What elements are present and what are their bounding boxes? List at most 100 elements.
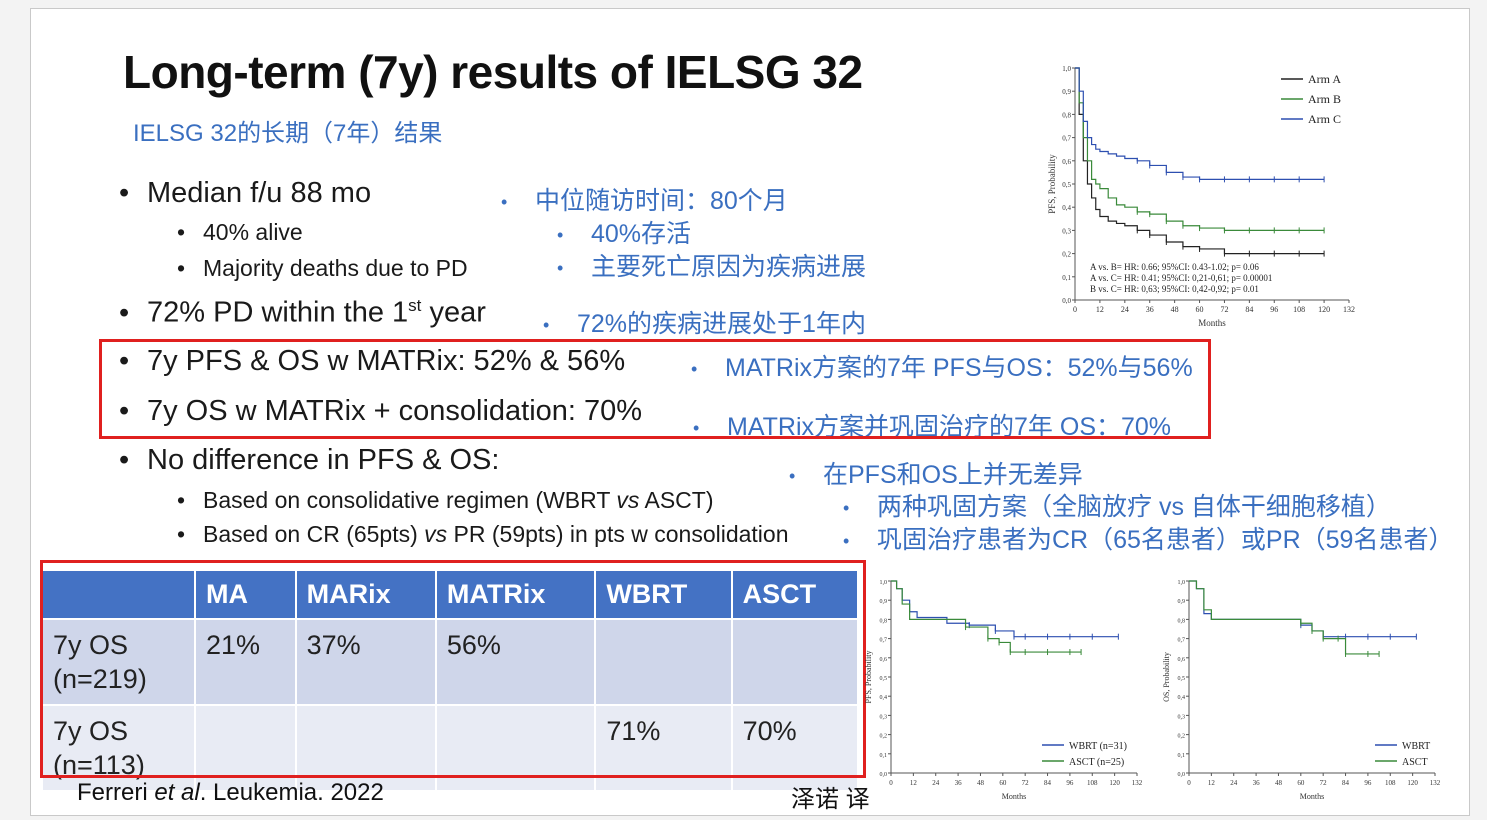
x-tick-label: 36: [1146, 305, 1154, 314]
x-tick-label: 84: [1342, 779, 1350, 787]
y-tick-label: 0,5: [1062, 181, 1071, 189]
table-header-cell: WBRT: [595, 571, 733, 619]
x-axis-label: Months: [1300, 792, 1324, 801]
y-tick-label: 0,4: [880, 695, 888, 701]
x-tick-label: 12: [1096, 305, 1104, 314]
series-line: [1189, 580, 1380, 655]
y-tick-label: 0,4: [1178, 695, 1186, 701]
x-axis-label: Months: [1002, 792, 1026, 801]
table-header-row: MA MARix MATRix WBRT ASCT: [43, 571, 860, 619]
series-line: [891, 580, 1119, 638]
y-tick-label: 1,0: [1062, 65, 1071, 73]
highlight-box-table: [40, 560, 866, 778]
x-tick-label: 132: [1343, 305, 1355, 314]
y-tick-label: 0,0: [880, 772, 888, 778]
y-axis-label: PFS, Probability: [1047, 154, 1057, 214]
y-axis-label: PFS, Probability: [864, 651, 873, 704]
cn-bullet-deaths: • 主要死亡原因为疾病进展: [557, 253, 867, 281]
slide-title: Long-term (7y) results of IELSG 32: [123, 46, 863, 98]
y-axis-label: OS, Probability: [1162, 652, 1171, 702]
series-line: [1075, 67, 1325, 231]
cn-bullet-alive: • 40%存活: [557, 220, 692, 248]
annotation: A vs. C= HR: 0.41; 95%CI: 0,21-0,61; p= …: [1090, 273, 1272, 283]
km-chart-arms: 0 12 24 36 48 60 72 84 96 108 120 132 0,0 0,1 0,2 0,3 0,…: [1047, 65, 1355, 328]
x-tick-label: 120: [1407, 779, 1418, 787]
y-tick-label: 0,6: [880, 657, 888, 663]
x-tick-label: 60: [1297, 779, 1305, 787]
y-tick-label: 0,9: [880, 599, 888, 605]
table-header-cell: MARix: [295, 571, 437, 619]
y-tick-label: 0,5: [880, 676, 888, 682]
x-axis-label: Months: [1198, 318, 1226, 328]
slide: Long-term (7y) results of IELSG 32 IELSG…: [30, 8, 1470, 816]
y-tick-label: 0,3: [1062, 227, 1071, 235]
y-tick-label: 0,2: [1178, 734, 1186, 740]
y-tick-label: 0,2: [880, 734, 888, 740]
table-cell: 37%: [295, 618, 437, 705]
table-cell: 7y OS (n=219): [43, 618, 196, 705]
y-tick-label: 0,7: [880, 638, 888, 644]
legend-label: WBRT: [1402, 741, 1430, 752]
annotation: B vs. C= HR: 0,63; 95%CI: 0,42-0,92; p= …: [1090, 284, 1259, 294]
bullet-consolidative-regimen: • Based on consolidative regimen (WBRT vs…: [177, 487, 714, 513]
citation: Ferreri et al. Leukemia. 2022: [77, 779, 384, 806]
legend-label: Arm C: [1308, 112, 1341, 126]
x-tick-label: 24: [932, 779, 940, 787]
y-tick-label: 0,3: [1178, 714, 1186, 720]
x-tick-label: 84: [1044, 779, 1052, 787]
y-tick-label: 0,7: [1178, 638, 1186, 644]
y-tick-label: 0,5: [1178, 676, 1186, 682]
table-header-cell: [43, 571, 196, 619]
x-tick-label: 120: [1109, 779, 1120, 787]
x-tick-label: 60: [999, 779, 1007, 787]
cn-bullet-regimen: • 两种巩固方案（全脑放疗 vs 自体干细胞移植）: [843, 493, 1391, 521]
series-line: [1075, 67, 1325, 180]
y-tick-label: 0,8: [1178, 618, 1186, 624]
y-tick-label: 0,1: [1062, 274, 1071, 282]
y-tick-label: 0,6: [1062, 158, 1071, 166]
y-tick-label: 0,4: [1062, 204, 1071, 212]
series-line: [1189, 580, 1417, 638]
cn-bullet-followup: • 中位随访时间：80个月: [501, 187, 788, 215]
x-tick-label: 0: [889, 779, 893, 787]
km-chart-pfs-regimen: 0 12 24 36 48 60 72 84 96 108 120 132 0,0 0,1 0,2 0,3 0,…: [864, 580, 1143, 801]
y-tick-label: 0,3: [880, 714, 888, 720]
y-tick-label: 0,9: [1062, 88, 1071, 96]
bullet-cr-vs-pr: • Based on CR (65pts) vs PR (59pts) in pt…: [177, 521, 789, 547]
cn-bullet-pfs-os: • MATRix方案的7年 PFS与OS：52%与56%: [691, 354, 1193, 382]
legend-label: ASCT (n=25): [1069, 757, 1124, 768]
table-header-cell: MA: [194, 571, 297, 619]
y-tick-label: 0,0: [1062, 297, 1071, 305]
table-cell: 21%: [194, 618, 297, 705]
cn-bullet-pd-first-year: • 72%的疾病进展处于1年内: [543, 310, 866, 338]
x-tick-label: 84: [1245, 305, 1253, 314]
table-cell: [595, 618, 733, 705]
x-tick-label: 96: [1364, 779, 1372, 787]
table-header-cell: MATRix: [435, 571, 597, 619]
bullet-no-difference: • No difference in PFS & OS:: [119, 444, 500, 476]
bullet-os-consolidation: • 7y OS w MATRix + consolidation: 70%: [119, 395, 643, 427]
x-tick-label: 0: [1073, 305, 1077, 314]
cn-bullet-cr-pr: • 巩固治疗患者为CR（65名患者）或PR（59名患者）: [843, 526, 1454, 554]
y-tick-label: 1,0: [1178, 580, 1186, 586]
y-tick-label: 0,7: [1062, 135, 1071, 143]
x-tick-label: 108: [1385, 779, 1396, 787]
bullet-deaths: • Majority deaths due to PD: [177, 255, 468, 281]
legend-label: WBRT (n=31): [1069, 741, 1127, 752]
x-tick-label: 24: [1230, 779, 1238, 787]
km-chart-os-regimen: 0 12 24 36 48 60 72 84 96 108 120 132 0,0 0,1 0,2 0,3 0,…: [1162, 580, 1441, 801]
series-line: [891, 580, 1082, 653]
x-tick-label: 48: [977, 779, 985, 787]
bullet-alive: • 40% alive: [177, 219, 303, 245]
legend-label: Arm B: [1308, 92, 1341, 106]
x-tick-label: 96: [1066, 779, 1074, 787]
legend-label: ASCT: [1402, 757, 1428, 768]
y-tick-label: 0,2: [1062, 251, 1071, 259]
cn-bullet-no-difference: • 在PFS和OS上并无差异: [789, 461, 1083, 489]
x-tick-label: 72: [1022, 779, 1030, 787]
slide-subtitle-cn: IELSG 32的长期（7年）结果: [133, 120, 443, 147]
bullet-median-followup: • Median f/u 88 mo: [119, 177, 372, 209]
x-tick-label: 36: [955, 779, 963, 787]
x-tick-label: 72: [1220, 305, 1228, 314]
table-cell: 56%: [435, 618, 597, 705]
